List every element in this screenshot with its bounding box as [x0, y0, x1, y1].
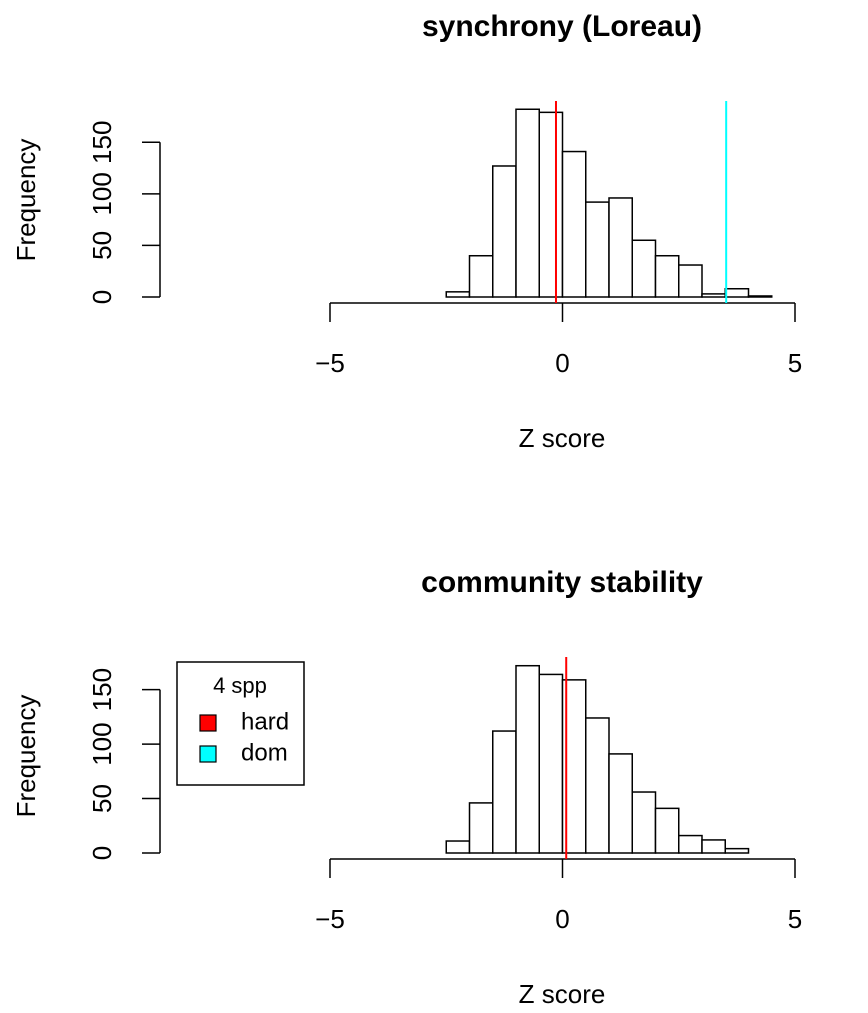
x-axis-label: Z score — [519, 979, 606, 1009]
bar — [585, 201, 610, 298]
bar — [724, 847, 750, 854]
bar — [492, 730, 517, 854]
x-axis-label: Z score — [519, 423, 606, 453]
y-axis-label: Frequency — [11, 695, 41, 818]
bar — [701, 839, 726, 854]
y-tick-label: 50 — [87, 231, 117, 260]
legend-box — [176, 661, 305, 786]
legend-label: hard — [241, 708, 289, 735]
bar — [654, 254, 680, 298]
x-tick-label: 0 — [555, 904, 569, 934]
y-tick-label: 50 — [87, 784, 117, 813]
bar — [608, 197, 633, 298]
bar — [468, 254, 494, 298]
y-tick-label: 0 — [87, 290, 117, 304]
bar — [445, 840, 471, 854]
x-tick-label: 0 — [555, 348, 569, 378]
legend: 4 spp hard dom — [176, 661, 305, 786]
x-tick-label: −5 — [315, 348, 345, 378]
bar — [654, 807, 680, 854]
y-tick-label: 100 — [87, 172, 117, 215]
chart-title: community stability — [421, 566, 703, 599]
legend-label: dom — [241, 739, 288, 766]
bar — [492, 165, 517, 298]
x-tick-label: −5 — [315, 904, 345, 934]
bar — [747, 295, 773, 298]
chart-title: synchrony (Loreau) — [422, 10, 702, 43]
bar — [608, 753, 633, 854]
y-tick-label: 100 — [87, 722, 117, 765]
bar — [445, 291, 471, 298]
legend-swatch — [199, 714, 217, 732]
bar — [561, 150, 587, 298]
bar — [515, 664, 540, 854]
x-tick-label: 5 — [788, 904, 802, 934]
bar — [468, 802, 494, 854]
y-tick-label: 0 — [87, 846, 117, 860]
y-tick-label: 150 — [87, 121, 117, 164]
x-tick-label: 5 — [788, 348, 802, 378]
bar — [631, 239, 657, 298]
y-axis-label: Frequency — [11, 139, 41, 262]
bar — [538, 111, 564, 298]
bar — [631, 791, 657, 854]
y-tick-label: 150 — [87, 668, 117, 711]
legend-swatch — [199, 745, 217, 763]
legend-title: 4 spp — [213, 673, 267, 698]
bar — [515, 108, 540, 298]
bar — [701, 293, 726, 298]
bar — [724, 287, 750, 298]
bar — [678, 834, 703, 854]
bar — [585, 717, 610, 854]
bar — [538, 673, 564, 854]
bar — [678, 264, 703, 298]
